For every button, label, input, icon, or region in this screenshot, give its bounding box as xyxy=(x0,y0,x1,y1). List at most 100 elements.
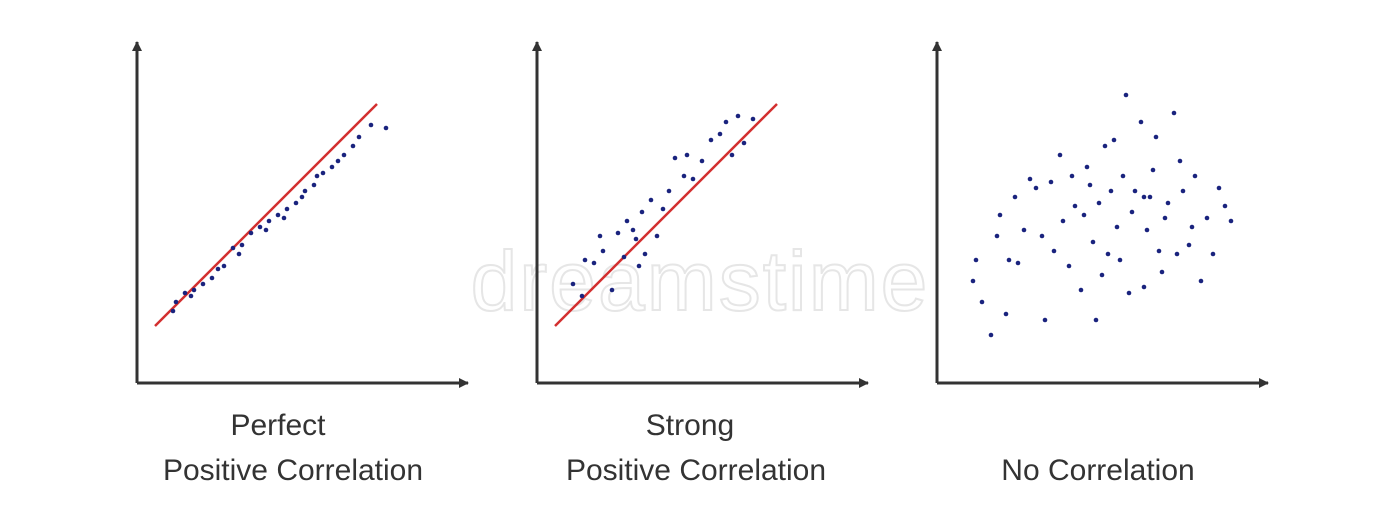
data-point xyxy=(335,158,341,164)
data-point xyxy=(1189,224,1195,230)
data-point xyxy=(1081,212,1087,218)
data-point xyxy=(1057,152,1063,158)
data-point xyxy=(173,299,179,305)
watermark: dreamstime xyxy=(471,234,930,328)
data-point xyxy=(600,248,606,254)
data-point xyxy=(997,212,1003,218)
data-point xyxy=(1141,284,1147,290)
data-point xyxy=(624,218,630,224)
data-point xyxy=(368,122,374,128)
data-point xyxy=(182,290,188,296)
data-point xyxy=(1147,194,1153,200)
data-point xyxy=(1180,188,1186,194)
data-point xyxy=(979,299,985,305)
data-point xyxy=(1114,224,1120,230)
data-point xyxy=(681,173,687,179)
data-point xyxy=(1084,164,1090,170)
data-point xyxy=(684,152,690,158)
data-point xyxy=(1048,179,1054,185)
caption-perfect-line1: Perfect xyxy=(230,409,326,442)
chart-no-correlation xyxy=(932,41,1269,388)
trend-line xyxy=(154,103,378,327)
data-point xyxy=(1150,167,1156,173)
data-point xyxy=(1102,143,1108,149)
data-point xyxy=(1093,317,1099,323)
data-point xyxy=(170,308,176,314)
data-point xyxy=(188,293,194,299)
data-point xyxy=(1117,257,1123,263)
data-point xyxy=(1090,239,1096,245)
data-point xyxy=(636,263,642,269)
data-point xyxy=(642,251,648,257)
data-point xyxy=(1177,158,1183,164)
data-point xyxy=(579,293,585,299)
data-point xyxy=(356,134,362,140)
data-point xyxy=(248,230,254,236)
data-point xyxy=(1171,110,1177,116)
data-point xyxy=(741,140,747,146)
data-point xyxy=(570,281,576,287)
data-point xyxy=(1210,251,1216,257)
data-point xyxy=(1078,287,1084,293)
data-point xyxy=(266,218,272,224)
data-point xyxy=(1108,188,1114,194)
data-point xyxy=(1105,251,1111,257)
data-point xyxy=(1087,182,1093,188)
caption-strong-line2: Positive Correlation xyxy=(566,454,826,487)
data-point xyxy=(1096,200,1102,206)
data-point xyxy=(191,287,197,293)
data-point xyxy=(329,164,335,170)
data-point xyxy=(263,227,269,233)
data-point xyxy=(973,257,979,263)
data-point xyxy=(1060,218,1066,224)
chart-strong-positive-correlation xyxy=(532,41,869,388)
data-point xyxy=(1156,248,1162,254)
data-point xyxy=(1033,185,1039,191)
data-point xyxy=(970,278,976,284)
data-point xyxy=(215,266,221,272)
data-point xyxy=(1072,203,1078,209)
data-point xyxy=(1204,215,1210,221)
data-point xyxy=(597,233,603,239)
data-point xyxy=(630,227,636,233)
data-point xyxy=(1123,92,1129,98)
caption-strong-line1: Strong xyxy=(646,409,734,442)
data-point xyxy=(621,254,627,260)
data-point xyxy=(320,170,326,176)
data-point xyxy=(1069,173,1075,179)
data-point xyxy=(988,332,994,338)
data-point xyxy=(281,215,287,221)
data-point xyxy=(236,251,242,257)
data-point xyxy=(609,287,615,293)
data-point xyxy=(666,188,672,194)
data-point xyxy=(302,188,308,194)
data-point xyxy=(1066,263,1072,269)
trend-line xyxy=(554,103,778,327)
data-point xyxy=(1144,227,1150,233)
data-point xyxy=(1165,200,1171,206)
data-point xyxy=(1120,173,1126,179)
data-point xyxy=(1012,194,1018,200)
data-point xyxy=(672,155,678,161)
data-point xyxy=(1198,278,1204,284)
data-point xyxy=(1126,290,1132,296)
data-point xyxy=(1162,215,1168,221)
data-point xyxy=(230,245,236,251)
data-point xyxy=(633,236,639,242)
data-point xyxy=(648,197,654,203)
data-point xyxy=(257,224,263,230)
data-point xyxy=(591,260,597,266)
data-point xyxy=(299,194,305,200)
data-point xyxy=(717,131,723,137)
data-point xyxy=(1216,185,1222,191)
caption-perfect-line2: Positive Correlation xyxy=(163,454,423,487)
data-point xyxy=(729,152,735,158)
chart-perfect-positive-correlation xyxy=(132,41,469,388)
data-point xyxy=(1099,272,1105,278)
data-point xyxy=(994,233,1000,239)
data-point xyxy=(1159,269,1165,275)
data-point xyxy=(209,275,215,281)
data-point xyxy=(735,113,741,119)
data-point xyxy=(1051,248,1057,254)
